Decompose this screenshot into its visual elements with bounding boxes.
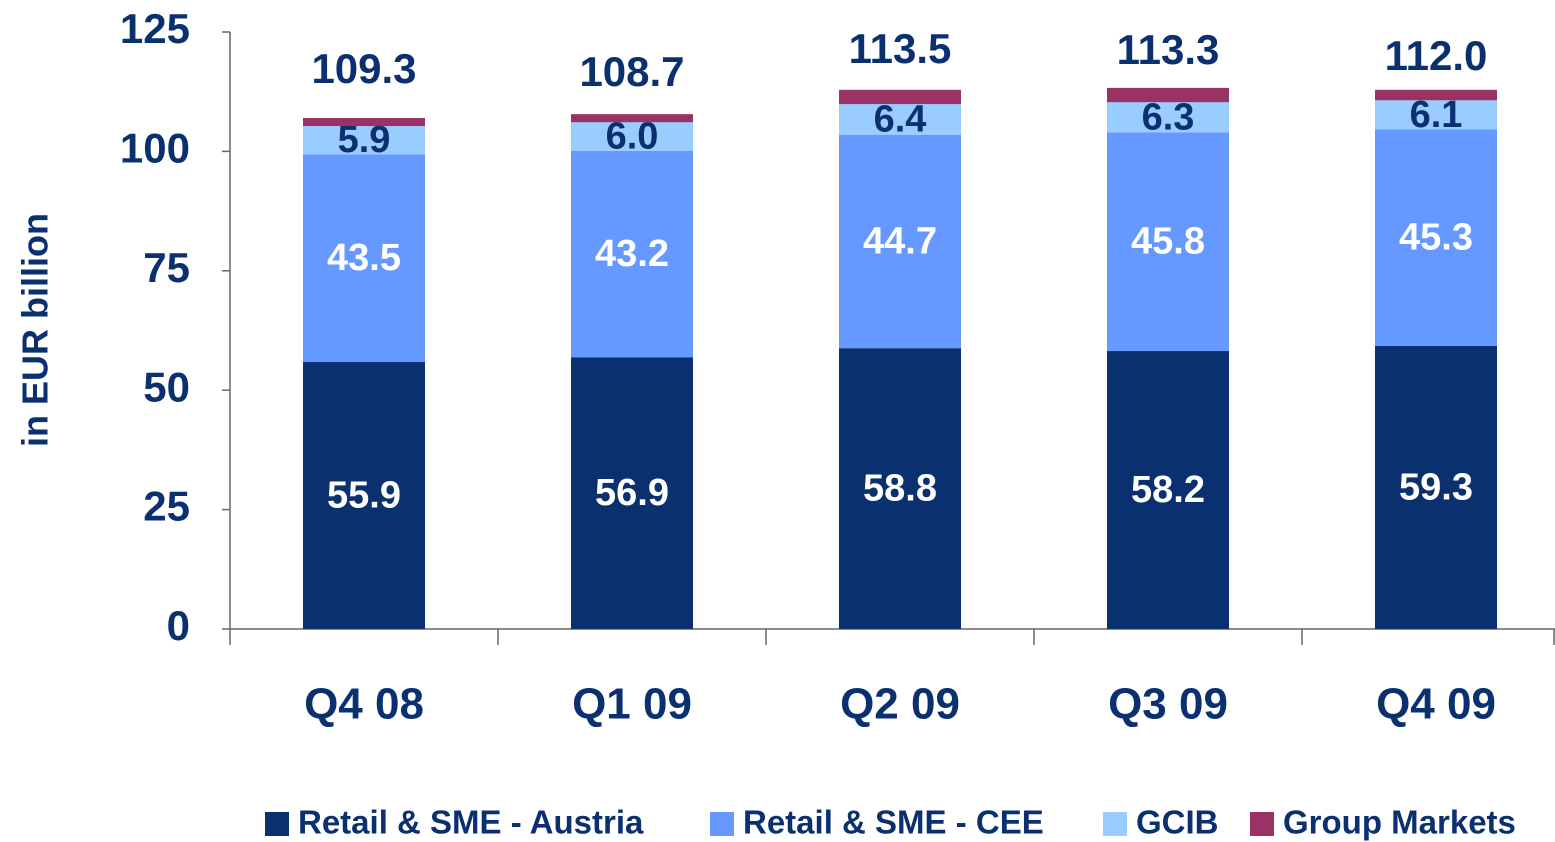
bar-segment: [303, 126, 425, 155]
bar-segment: [1375, 129, 1497, 346]
legend-swatch: [1250, 812, 1274, 836]
bar-segment: [1107, 132, 1229, 352]
x-tick-label: Q4 08: [304, 680, 424, 729]
total-label: 112.0: [1385, 32, 1488, 79]
x-tick-label: Q1 09: [572, 680, 692, 729]
legend-label: GCIB: [1136, 804, 1219, 841]
data-label: 43.2: [595, 233, 669, 275]
bar-segment: [1107, 102, 1229, 133]
bar-segment: [303, 362, 425, 629]
bar-segment: [1375, 345, 1497, 629]
bar-segment: [571, 122, 693, 151]
bar-segment: [1375, 100, 1497, 130]
legend-swatch: [1103, 812, 1127, 836]
bar-segment: [571, 357, 693, 629]
bar-segment: [571, 114, 693, 123]
data-label: 58.8: [863, 468, 937, 510]
bar-segment: [839, 104, 961, 135]
y-tick-label: 0: [167, 602, 190, 649]
data-label: 45.8: [1131, 221, 1205, 263]
bar-segment: [1107, 351, 1229, 629]
bar-segment: [571, 150, 693, 358]
data-label: 44.7: [863, 220, 937, 262]
data-label: 6.3: [1142, 96, 1195, 138]
total-label: 113.3: [1117, 26, 1220, 73]
data-label: 58.2: [1131, 469, 1205, 511]
legend-label: Retail & SME - Austria: [298, 804, 644, 841]
legend-swatch: [710, 812, 734, 836]
total-label: 108.7: [579, 48, 684, 95]
legend-label: Group Markets: [1283, 804, 1516, 841]
data-label: 6.0: [606, 116, 659, 158]
y-tick-label: 50: [143, 363, 190, 410]
y-axis-label: in EUR billion: [15, 213, 56, 447]
data-label: 5.9: [338, 119, 391, 161]
bar-segment: [1375, 89, 1497, 101]
x-tick-label: Q2 09: [840, 680, 960, 729]
y-tick-label: 75: [143, 244, 190, 291]
legend-label: Retail & SME - CEE: [743, 804, 1044, 841]
x-tick-label: Q3 09: [1108, 680, 1228, 729]
data-label: 59.3: [1399, 466, 1473, 508]
data-label: 6.1: [1410, 94, 1463, 136]
x-tick-label: Q4 09: [1376, 680, 1496, 729]
legend-swatch: [265, 812, 289, 836]
y-tick-label: 25: [143, 483, 190, 530]
data-label: 55.9: [327, 475, 401, 517]
bar-segment: [1107, 87, 1229, 103]
total-label: 109.3: [311, 45, 416, 92]
y-tick-label: 125: [120, 5, 190, 52]
bar-segment: [839, 89, 961, 105]
data-label: 43.5: [327, 237, 401, 279]
total-label: 113.5: [849, 25, 952, 72]
data-label: 56.9: [595, 472, 669, 514]
data-label: 45.3: [1399, 217, 1473, 259]
bar-segment: [303, 154, 425, 363]
y-tick-label: 100: [120, 124, 190, 171]
bar-segment: [839, 134, 961, 349]
bar-segment: [303, 117, 425, 127]
bar-segment: [839, 348, 961, 629]
data-label: 6.4: [874, 98, 927, 140]
